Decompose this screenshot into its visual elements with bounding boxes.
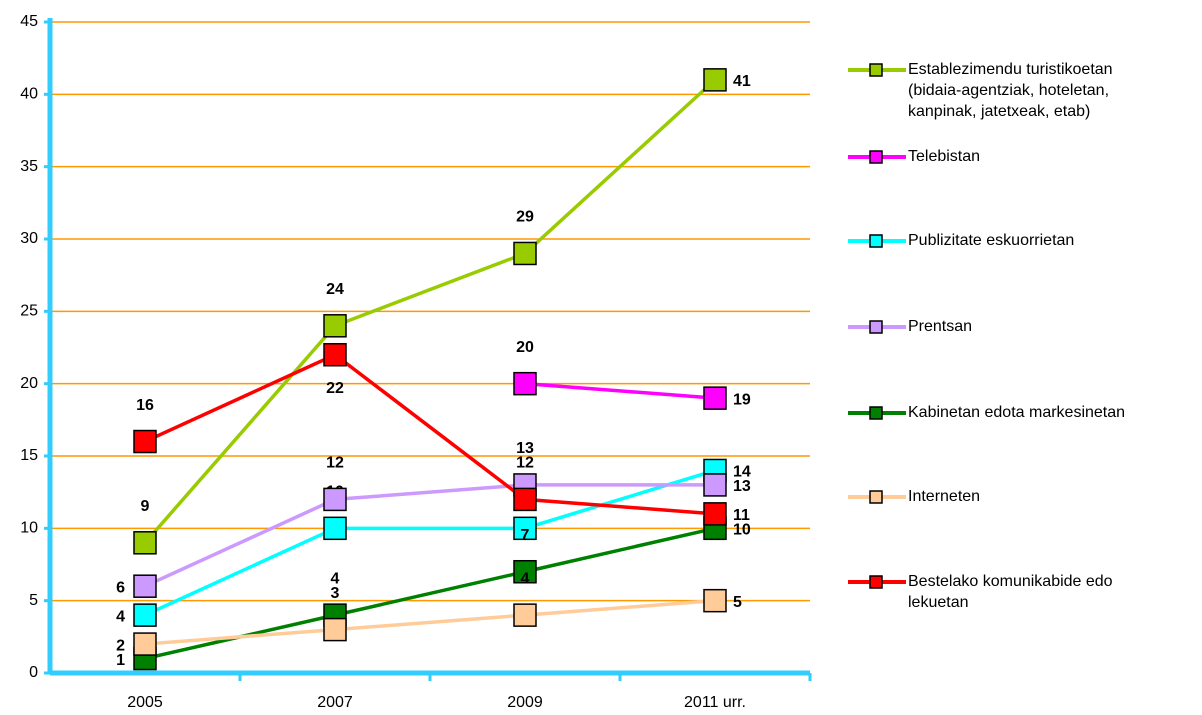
legend-label: Publizitate eskuorrietan	[908, 232, 1075, 249]
marker	[703, 68, 727, 92]
marker	[703, 386, 727, 410]
legend-marker	[869, 406, 883, 420]
marker	[323, 314, 347, 338]
y-tick-label: 0	[29, 664, 38, 681]
value-label: 29	[516, 209, 534, 226]
y-tick-label: 35	[20, 158, 38, 175]
legend-label: Telebistan	[908, 148, 981, 165]
legend-label: Bestelako komunikabide edo lekuetan	[908, 573, 1113, 611]
value-label: 20	[516, 339, 534, 356]
series-line	[144, 468, 716, 617]
value-label: 6	[116, 579, 125, 596]
y-tick-label: 45	[20, 13, 38, 30]
value-label: 5	[733, 594, 742, 611]
x-tick-label: 2007	[317, 694, 353, 711]
marker	[513, 371, 537, 396]
x-tick-label: 2011 urr.	[684, 694, 746, 711]
legend-marker	[869, 150, 883, 164]
y-tick-label: 30	[20, 230, 38, 247]
legend-label: Prentsan	[908, 318, 973, 335]
marker	[703, 588, 727, 613]
y-tick-label: 10	[20, 520, 38, 537]
value-label: 24	[326, 281, 344, 298]
marker	[513, 241, 537, 266]
legend-label: Interneten	[908, 488, 981, 505]
marker	[323, 516, 347, 541]
marker	[513, 516, 537, 541]
value-label: 16	[136, 397, 154, 414]
value-label: 4	[521, 570, 530, 587]
marker	[703, 502, 727, 526]
marker	[703, 473, 727, 497]
marker	[513, 559, 537, 584]
legend-label: Kabinetan edota markesinetan	[908, 404, 1126, 421]
value-label: 4	[331, 570, 340, 587]
value-label: 13	[733, 478, 751, 495]
value-label: 7	[521, 527, 530, 544]
y-tick-label: 25	[20, 303, 38, 320]
series-line	[144, 598, 716, 646]
value-label: 11	[733, 507, 750, 524]
legend-marker	[869, 320, 883, 334]
marker	[513, 487, 537, 512]
value-label: 19	[733, 391, 751, 408]
legend-marker	[869, 490, 883, 504]
value-label: 9	[141, 498, 150, 515]
marker	[323, 342, 347, 367]
marker	[513, 603, 537, 627]
legend-label: Establezimendu turistikoetan (bidaia-age…	[908, 61, 1113, 120]
value-label: 22	[326, 380, 344, 397]
legend-marker	[869, 234, 883, 248]
marker	[323, 617, 347, 642]
series-line	[143, 78, 717, 544]
value-label: 2	[116, 637, 125, 654]
marker	[133, 429, 157, 454]
y-tick-label: 15	[20, 447, 38, 464]
value-label: 10	[733, 522, 751, 539]
legend-marker	[869, 575, 883, 589]
value-label: 14	[733, 464, 751, 481]
marker	[133, 632, 157, 656]
value-label: 12	[326, 455, 344, 472]
marker	[133, 531, 157, 555]
value-label: 4	[116, 608, 125, 625]
marker	[133, 603, 157, 627]
marker	[323, 487, 347, 512]
legend-marker	[869, 63, 883, 77]
value-label: 1	[116, 652, 125, 669]
x-tick-label: 2005	[127, 694, 163, 711]
marker	[133, 574, 157, 598]
x-tick-label: 2009	[507, 694, 543, 711]
y-tick-label: 20	[20, 375, 38, 392]
value-label: 3	[331, 585, 340, 602]
series-line	[144, 352, 716, 516]
value-label: 12	[516, 455, 534, 472]
value-label: 13	[516, 440, 534, 457]
series-line	[524, 381, 716, 400]
value-label: 41	[733, 73, 751, 90]
y-tick-label: 5	[29, 592, 38, 609]
series-line	[144, 483, 715, 588]
y-tick-label: 40	[20, 86, 38, 103]
